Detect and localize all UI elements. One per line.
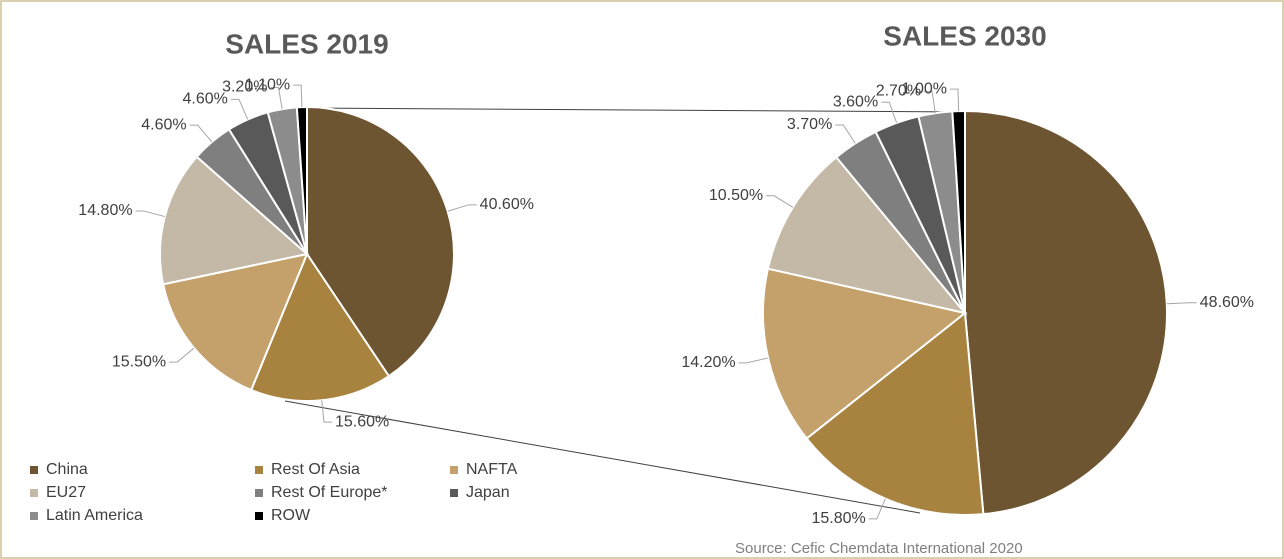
leader-line — [766, 195, 794, 208]
connector — [284, 400, 921, 514]
leader-line — [293, 84, 303, 108]
leader-line — [270, 86, 283, 110]
legend-label: Latin America — [46, 507, 143, 524]
leader-line — [949, 88, 960, 112]
data-label: 15.50% — [112, 353, 166, 370]
pie-slice — [249, 251, 391, 402]
pie-slice — [805, 311, 985, 516]
leader-line — [447, 204, 477, 212]
pie-slice — [161, 252, 309, 392]
pie-slice — [951, 109, 966, 314]
legend-label: China — [46, 461, 88, 478]
data-label: 15.60% — [335, 413, 389, 430]
legend-label: ROW — [271, 507, 311, 524]
data-label: 1.00% — [902, 80, 947, 97]
leader-line — [230, 98, 249, 120]
leader-line — [835, 124, 856, 144]
legend-swatch — [450, 489, 458, 497]
leader-line — [1166, 302, 1197, 305]
legend-swatch — [255, 512, 263, 520]
source: Source: Cefic Chemdata International 202… — [735, 540, 1023, 557]
data-label: 10.50% — [709, 187, 763, 204]
legend-label: Rest Of Asia — [271, 461, 360, 478]
legend-swatch — [450, 466, 458, 474]
data-label: 4.60% — [183, 91, 228, 108]
data-label: 15.80% — [812, 510, 866, 527]
legend-swatch — [30, 512, 38, 520]
chart-title: SALES 2030 — [883, 20, 1046, 51]
data-label: 40.60% — [480, 196, 534, 213]
leader-line — [738, 357, 769, 364]
pie-slice — [159, 155, 310, 286]
leader-line — [881, 101, 898, 124]
data-label: 48.60% — [1200, 294, 1254, 311]
leader-line — [169, 347, 195, 363]
legend-swatch — [30, 489, 38, 497]
chart-title: SALES 2019 — [225, 28, 388, 59]
data-label: 14.80% — [78, 202, 132, 219]
leader-line — [135, 210, 165, 218]
leader-line — [321, 400, 332, 423]
legend-label: Rest Of Europe* — [271, 484, 388, 501]
data-label: 3.70% — [787, 116, 832, 133]
data-label: 3.20% — [222, 79, 267, 96]
connector — [306, 107, 966, 113]
pie-slice — [295, 105, 308, 255]
leader-line — [924, 90, 936, 114]
legend-label: Japan — [466, 484, 510, 501]
leader-line — [868, 498, 886, 520]
data-label: 1.10% — [245, 76, 290, 93]
data-label: 3.60% — [833, 93, 878, 110]
legend-label: NAFTA — [466, 461, 518, 478]
data-label: 2.70% — [876, 83, 921, 100]
data-label: 14.20% — [681, 354, 735, 371]
legend-label: EU27 — [46, 484, 86, 501]
leader-line — [189, 124, 213, 143]
legend-swatch — [30, 466, 38, 474]
data-label: 4.60% — [141, 116, 186, 133]
legend-swatch — [255, 489, 263, 497]
pie-slice — [964, 109, 1168, 516]
legend-swatch — [255, 466, 263, 474]
